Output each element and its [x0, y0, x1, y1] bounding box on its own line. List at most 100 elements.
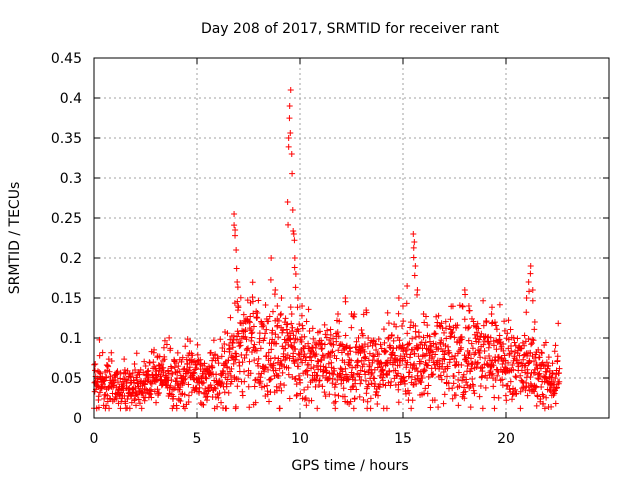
data-point — [302, 343, 309, 350]
data-point — [467, 404, 474, 411]
data-point — [483, 318, 490, 325]
data-point — [411, 239, 418, 245]
data-point — [185, 398, 192, 405]
data-point — [405, 341, 412, 348]
data-point — [452, 362, 459, 369]
data-point — [188, 359, 195, 366]
data-point — [384, 309, 391, 316]
data-point — [239, 392, 246, 399]
data-point — [334, 311, 341, 318]
data-point — [271, 291, 278, 298]
data-point — [375, 336, 382, 343]
data-point — [181, 405, 188, 412]
data-point — [398, 345, 405, 352]
data-point — [280, 350, 287, 357]
data-point — [480, 341, 487, 348]
data-point — [284, 199, 291, 205]
data-point — [486, 352, 493, 359]
data-point — [523, 309, 530, 316]
data-point — [232, 227, 239, 233]
data-point — [249, 298, 256, 305]
data-point — [313, 351, 320, 358]
data-point — [367, 405, 374, 412]
data-point — [285, 143, 292, 150]
data-point — [537, 365, 544, 372]
data-point — [321, 341, 328, 348]
data-point — [289, 207, 296, 213]
data-point — [525, 279, 532, 285]
data-point — [356, 393, 363, 400]
data-point — [224, 364, 231, 371]
data-point — [349, 384, 356, 391]
data-point — [202, 385, 209, 392]
data-point — [410, 254, 417, 261]
data-point — [251, 383, 258, 390]
data-point — [404, 359, 411, 366]
data-point — [334, 329, 341, 336]
data-point — [507, 378, 514, 385]
data-point — [239, 327, 246, 334]
data-point — [294, 304, 301, 311]
data-point — [240, 311, 247, 318]
data-point — [363, 309, 370, 316]
data-point — [246, 319, 253, 326]
data-point — [525, 335, 532, 342]
data-point — [263, 326, 270, 333]
data-point — [449, 329, 456, 336]
data-point — [524, 370, 531, 377]
data-point — [535, 376, 542, 383]
data-point — [92, 361, 99, 368]
data-point — [278, 387, 285, 394]
data-point — [234, 298, 241, 305]
data-point — [291, 339, 298, 346]
data-point — [388, 332, 395, 339]
data-point — [380, 326, 387, 333]
data-point — [481, 347, 488, 354]
data-point — [98, 384, 105, 391]
data-point — [128, 374, 135, 381]
data-point — [543, 394, 550, 401]
data-point — [474, 332, 481, 339]
data-point — [408, 405, 415, 412]
data-point — [242, 327, 249, 334]
data-point — [136, 371, 143, 378]
data-point — [395, 370, 402, 377]
data-point — [310, 335, 317, 342]
data-point — [540, 400, 547, 407]
data-point — [287, 304, 294, 311]
data-point — [176, 396, 183, 403]
data-point — [301, 386, 308, 393]
data-point — [321, 321, 328, 328]
data-point — [540, 362, 547, 369]
y-tick-label: 0.2 — [60, 251, 82, 267]
data-point — [193, 364, 200, 371]
data-point — [537, 395, 544, 402]
data-point — [114, 379, 121, 386]
data-point — [356, 343, 363, 350]
data-point — [189, 370, 196, 377]
data-point — [538, 350, 545, 357]
data-point — [342, 365, 349, 372]
data-point — [490, 383, 497, 390]
data-points — [91, 87, 563, 412]
data-point — [517, 405, 524, 412]
data-point — [267, 355, 274, 362]
data-point — [267, 376, 274, 383]
data-point — [302, 368, 309, 375]
data-point — [281, 382, 288, 389]
data-point — [412, 376, 419, 383]
data-point — [255, 297, 262, 304]
data-point — [435, 312, 442, 319]
data-point — [375, 392, 382, 399]
data-point — [287, 87, 294, 93]
data-point — [361, 348, 368, 355]
data-point — [94, 382, 101, 389]
data-point — [186, 364, 193, 371]
data-point — [328, 349, 335, 356]
data-point — [501, 352, 508, 359]
data-point — [407, 324, 414, 331]
data-point — [348, 311, 355, 317]
data-point — [443, 325, 450, 332]
data-point — [319, 345, 326, 352]
data-point — [121, 356, 128, 363]
